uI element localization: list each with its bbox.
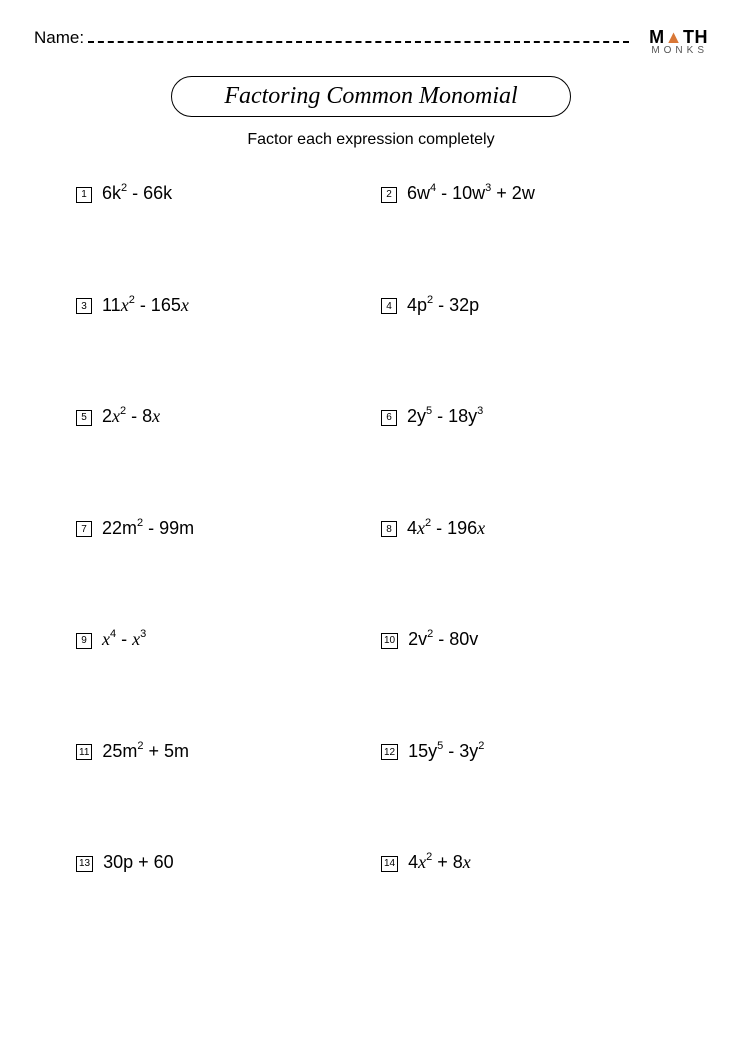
problem-expression: 2x2 - 8x (102, 406, 160, 427)
problem-number: 3 (76, 298, 92, 314)
problem-item: 11 25m2 + 5m (76, 741, 361, 763)
problem-number: 4 (381, 298, 397, 314)
problem-item: 13 30p + 60 (76, 852, 361, 874)
problem-number: 9 (76, 633, 92, 649)
problem-expression: 6k2 - 66k (102, 183, 172, 204)
logo-subtext: MONKS (649, 46, 708, 56)
problem-item: 14 4x2 + 8x (381, 852, 666, 874)
name-label: Name: (34, 28, 84, 48)
logo-triangle-icon: ▲ (665, 27, 683, 47)
problem-item: 12 15y5 - 3y2 (381, 741, 666, 763)
logo-text-prefix: M (649, 27, 665, 47)
problem-item: 3 11x2 - 165x (76, 295, 361, 317)
problem-expression: 6w4 - 10w3 + 2w (407, 183, 535, 204)
problem-item: 8 4x2 - 196x (381, 518, 666, 540)
logo: M▲TH MONKS (649, 28, 708, 56)
problem-number: 11 (76, 744, 92, 760)
problem-item: 10 2v2 - 80v (381, 629, 666, 651)
problem-number: 12 (381, 744, 398, 760)
problem-expression: 15y5 - 3y2 (408, 741, 484, 762)
logo-text-suffix: TH (683, 27, 708, 47)
problem-expression: 11x2 - 165x (102, 295, 189, 316)
name-input-line[interactable] (88, 29, 629, 43)
problem-item: 6 2y5 - 18y3 (381, 406, 666, 428)
worksheet-title: Factoring Common Monomial (171, 76, 571, 117)
problem-number: 6 (381, 410, 397, 426)
problem-item: 9 x4 - x3 (76, 629, 361, 651)
problem-expression: 2y5 - 18y3 (407, 406, 483, 427)
problem-number: 1 (76, 187, 92, 203)
problem-number: 10 (381, 633, 398, 649)
problem-expression: 30p + 60 (103, 852, 174, 873)
problem-expression: 25m2 + 5m (102, 741, 189, 762)
problem-number: 7 (76, 521, 92, 537)
problem-number: 8 (381, 521, 397, 537)
problem-item: 7 22m2 - 99m (76, 518, 361, 540)
problem-number: 5 (76, 410, 92, 426)
problem-number: 13 (76, 856, 93, 872)
problems-grid: 16k2 - 66k26w4 - 10w3 + 2w311x2 - 165x44… (34, 183, 708, 874)
header: Name: M▲TH MONKS (34, 28, 708, 56)
logo-wordmark: M▲TH (649, 28, 708, 46)
worksheet-subtitle: Factor each expression completely (34, 131, 708, 149)
problem-item: 4 4p2 - 32p (381, 295, 666, 317)
problem-expression: 22m2 - 99m (102, 518, 194, 539)
problem-expression: 4p2 - 32p (407, 295, 479, 316)
problem-expression: x4 - x3 (102, 629, 146, 650)
problem-expression: 4x2 - 196x (407, 518, 485, 539)
problem-item: 2 6w4 - 10w3 + 2w (381, 183, 666, 205)
name-field: Name: (34, 28, 649, 48)
problem-number: 14 (381, 856, 398, 872)
problem-item: 1 6k2 - 66k (76, 183, 361, 205)
problem-expression: 4x2 + 8x (408, 852, 471, 873)
problem-item: 5 2x2 - 8x (76, 406, 361, 428)
problem-expression: 2v2 - 80v (408, 629, 478, 650)
problem-number: 2 (381, 187, 397, 203)
